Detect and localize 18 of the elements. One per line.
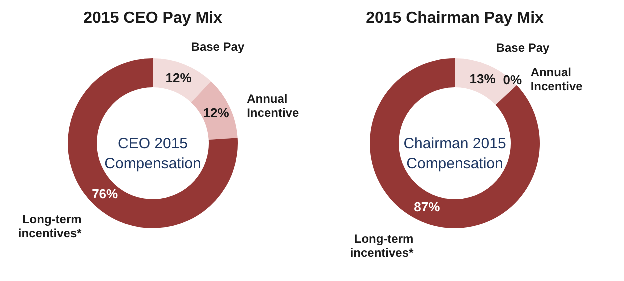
text: CEO 2015 Compensation <box>104 136 202 172</box>
slice-label: Base Pay <box>191 40 245 54</box>
data-label: 13% <box>470 71 496 86</box>
data-label: 12% <box>203 106 230 121</box>
text: Chairman 2015 Compensation <box>404 136 506 172</box>
data-label: 87% <box>414 200 441 215</box>
category-label: Annual Incentive <box>530 65 583 94</box>
donut-slice <box>191 82 238 140</box>
chart-title: 2015 Chairman Pay Mix <box>366 10 544 27</box>
donut-slice <box>153 58 212 103</box>
slice-label: Base Pay <box>496 41 550 56</box>
slice-label: Long-term incentives* <box>350 232 414 260</box>
slice-label: Long-term incentives* <box>18 212 82 240</box>
text: 0% <box>503 72 522 88</box>
data-label: 12% <box>166 70 192 86</box>
data-label: 76% <box>92 186 119 202</box>
chart-title: 2015 CEO Pay Mix <box>84 10 222 27</box>
slice-label: Annual Incentive <box>247 92 300 120</box>
